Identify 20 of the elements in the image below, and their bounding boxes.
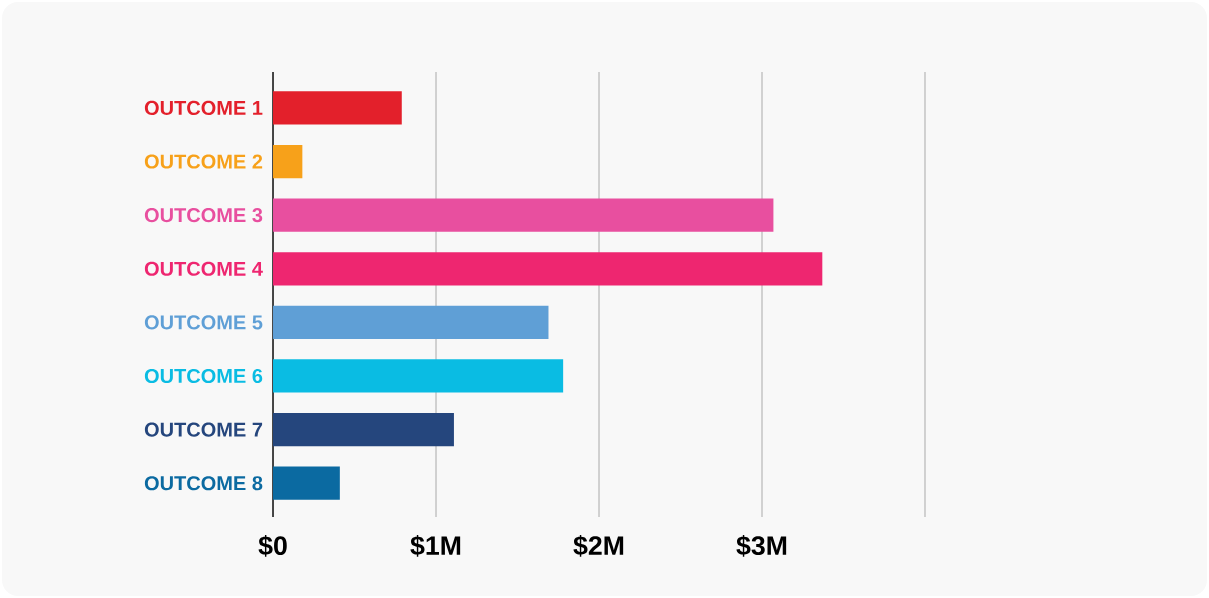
bar [273, 359, 564, 393]
y-tick-label: OUTCOME 2 [144, 154, 263, 169]
x-tick-label: $2M [573, 535, 624, 557]
y-tick-label: OUTCOME 1 [144, 100, 263, 115]
bar [273, 412, 454, 447]
y-tick-label: OUTCOME 5 [144, 315, 263, 330]
bar [273, 144, 303, 179]
x-tick-label: $1M [410, 535, 461, 557]
bar [273, 305, 549, 339]
y-tick-label: OUTCOME 8 [144, 476, 263, 491]
bar [273, 91, 402, 125]
x-tick-label: $3M [736, 535, 787, 557]
y-tick-label: OUTCOME 7 [144, 422, 263, 437]
y-tick-label: OUTCOME 3 [144, 208, 263, 223]
y-tick-label: OUTCOME 4 [144, 261, 263, 276]
y-tick-label: OUTCOME 6 [144, 368, 263, 384]
bar [273, 198, 774, 232]
x-tick-label: $0 [258, 535, 287, 557]
bar [273, 252, 823, 286]
bar [273, 466, 340, 500]
